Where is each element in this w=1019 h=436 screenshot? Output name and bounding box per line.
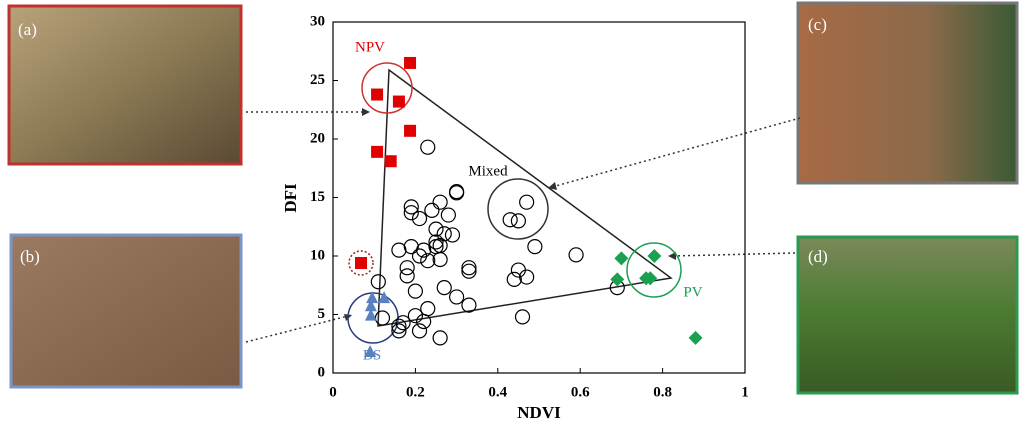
point [384,155,397,168]
point [364,308,377,321]
y-tick-label: 5 [318,306,326,322]
photo-c [796,1,1019,185]
y-tick-label: 0 [318,364,326,380]
point [436,279,452,296]
point [506,271,522,287]
connectors [245,111,801,343]
point [449,185,465,201]
point [436,226,452,242]
point [407,283,423,299]
x-tick-label: 0.2 [406,384,425,400]
point [404,56,417,69]
point [371,145,384,158]
point [428,221,444,237]
point [510,213,527,229]
point [366,291,379,304]
point [514,309,531,325]
y-tick-label: 25 [310,72,325,88]
point [403,239,419,255]
photo-label: (d) [808,247,828,266]
point [614,251,629,266]
x-axis-title: NDVI [517,403,561,422]
point [411,248,428,264]
photo-b [9,233,243,389]
point [392,95,405,108]
photo-label: (c) [808,15,827,34]
point [391,242,407,258]
point [444,227,461,243]
point [428,234,444,250]
point [407,308,423,324]
class-label: PV [683,284,702,300]
point [416,313,432,330]
point [355,257,368,270]
point [432,251,448,268]
point [440,207,456,223]
point [568,247,584,263]
x-tick-label: 0.6 [571,384,590,400]
point [403,205,419,221]
mixed-circle [487,178,549,240]
point [364,299,377,312]
photo-d [796,235,1019,395]
photo-a [7,4,243,166]
point [432,194,448,210]
point [399,268,415,284]
x-tick-label: 0 [329,384,337,400]
point [432,330,448,346]
x-tick-label: 0.4 [488,384,507,400]
photo-label: (b) [20,247,40,266]
point [378,291,391,304]
arrowheads [344,108,676,321]
y-tick-label: 15 [310,189,325,205]
point [391,323,407,339]
point [374,310,391,326]
x-tick-label: 0.8 [653,384,672,400]
point [411,323,428,339]
npv-circle [361,62,413,114]
point [510,262,527,278]
point [519,194,535,210]
point [420,301,436,317]
class-label: BS [363,347,381,363]
y-tick-label: 30 [310,13,325,29]
class-label: Mixed [468,163,508,179]
point [420,253,436,269]
point [420,139,436,155]
point [502,212,518,228]
point [449,184,465,200]
point [403,199,419,215]
point [647,249,662,263]
y-tick-label: 10 [310,247,325,263]
point [449,289,465,305]
class-label: NPV [355,39,385,55]
point [610,272,625,287]
y-tick-label: 20 [310,130,325,146]
point [527,239,543,255]
point [424,202,440,218]
photo-label: (a) [18,20,37,39]
y-axis-title: DFI [281,183,300,213]
x-tick-label: 1 [741,384,749,400]
point [411,210,428,227]
pv-circle [626,242,682,298]
point [399,260,415,276]
triangle [377,68,673,327]
point [461,297,477,313]
point [688,330,703,345]
point [461,263,477,279]
point [364,344,377,357]
point [461,260,477,276]
point [395,315,411,331]
point [519,269,535,285]
point [391,318,407,334]
outlier-circle [348,250,374,276]
point [404,124,417,137]
point [371,88,384,101]
point [643,271,658,286]
point [370,274,386,290]
